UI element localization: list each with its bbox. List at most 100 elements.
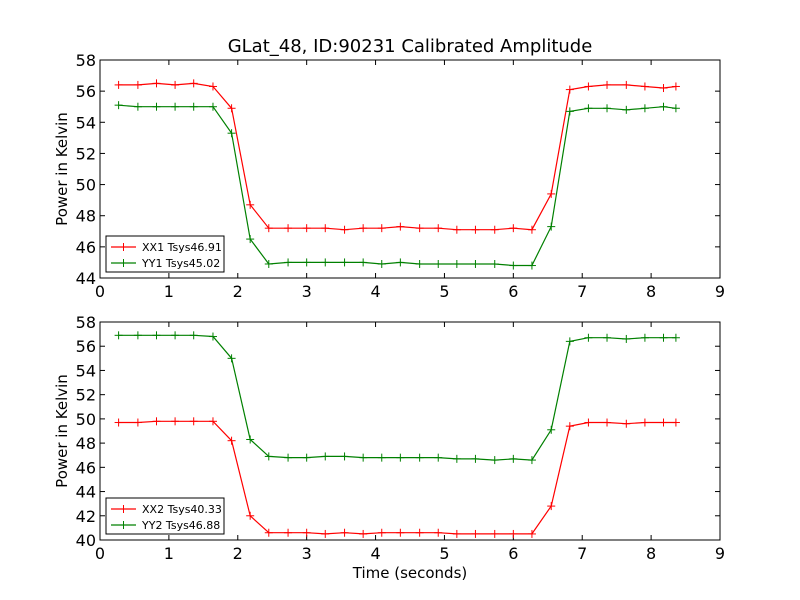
data-point — [640, 418, 649, 427]
legend-box — [105, 235, 225, 273]
data-point — [377, 259, 386, 268]
data-point — [434, 224, 443, 233]
data-point — [264, 528, 273, 537]
data-point — [133, 80, 142, 89]
data-point — [415, 259, 424, 268]
data-point — [264, 452, 273, 461]
data-point — [284, 258, 293, 267]
series-2 — [114, 331, 680, 465]
y-tick-label: 58 — [76, 313, 96, 332]
data-point — [547, 222, 556, 231]
data-point — [640, 104, 649, 113]
data-point — [452, 259, 461, 268]
chart-title: GLat_48, ID:90231 Calibrated Amplitude — [228, 36, 593, 57]
data-point — [509, 454, 518, 463]
data-point — [671, 82, 680, 91]
y-tick-label: 46 — [76, 238, 96, 257]
x-tick-label: 5 — [439, 544, 449, 563]
data-point — [603, 333, 612, 342]
data-point — [434, 528, 443, 537]
data-point — [246, 200, 255, 209]
data-point — [359, 258, 368, 267]
data-point — [490, 225, 499, 234]
x-tick-label: 7 — [577, 544, 587, 563]
x-tick-label: 1 — [164, 282, 174, 301]
data-point — [452, 225, 461, 234]
y-tick-label: 46 — [76, 458, 96, 477]
y-tick-label: 50 — [76, 410, 96, 429]
data-point — [340, 528, 349, 537]
x-tick-label: 9 — [715, 282, 725, 301]
data-point — [671, 333, 680, 342]
axes-frame — [99, 59, 721, 279]
data-point — [603, 418, 612, 427]
data-point — [396, 222, 405, 231]
data-point — [527, 261, 536, 270]
data-point — [321, 224, 330, 233]
data-point — [246, 235, 255, 244]
data-point — [152, 102, 161, 111]
data-point — [171, 80, 180, 89]
y-axis-label: Power in Kelvin — [53, 374, 71, 488]
y-tick-label: 56 — [76, 82, 96, 101]
data-point — [246, 435, 255, 444]
data-point — [490, 529, 499, 538]
y-axis-label: Power in Kelvin — [53, 112, 71, 226]
data-point — [264, 224, 273, 233]
data-point — [547, 502, 556, 511]
data-point — [622, 105, 631, 114]
x-tick-label: 1 — [164, 544, 174, 563]
data-point — [227, 104, 236, 113]
data-point — [302, 258, 311, 267]
x-tick-label: 5 — [439, 282, 449, 301]
x-tick-label: 3 — [302, 544, 312, 563]
data-point — [490, 456, 499, 465]
data-point — [114, 418, 123, 427]
data-point — [114, 331, 123, 340]
data-point — [152, 417, 161, 426]
data-point — [189, 79, 198, 88]
data-point — [264, 259, 273, 268]
x-tick-label: 8 — [646, 544, 656, 563]
data-point — [208, 417, 217, 426]
data-point — [396, 258, 405, 267]
data-point — [415, 528, 424, 537]
x-tick-label: 4 — [370, 544, 380, 563]
data-point — [659, 333, 668, 342]
data-point — [246, 511, 255, 520]
x-tick-label: 0 — [95, 544, 105, 563]
data-point — [547, 425, 556, 434]
data-point — [565, 337, 574, 346]
legend: XX2 Tsys40.33 YY2 Tsys46.88 — [105, 497, 225, 535]
data-point — [471, 259, 480, 268]
x-tick-label: 4 — [370, 282, 380, 301]
data-point — [396, 453, 405, 462]
data-point — [671, 104, 680, 113]
data-point — [377, 224, 386, 233]
legend: XX1 Tsys46.91 YY1 Tsys45.02 — [105, 235, 225, 273]
data-point — [302, 224, 311, 233]
y-tick-label: 52 — [76, 386, 96, 405]
data-point — [527, 225, 536, 234]
data-point — [640, 333, 649, 342]
y-tick-label: 54 — [76, 361, 96, 380]
data-point — [509, 261, 518, 270]
data-point — [671, 418, 680, 427]
legend-entry: XX2 Tsys40.33 — [142, 503, 222, 516]
data-point — [396, 528, 405, 537]
data-point — [659, 84, 668, 93]
data-point — [584, 82, 593, 91]
series-1 — [114, 417, 680, 538]
data-point — [640, 82, 649, 91]
legend-box — [105, 497, 225, 535]
data-point — [547, 189, 556, 198]
data-point — [603, 104, 612, 113]
data-point — [340, 225, 349, 234]
data-point — [622, 80, 631, 89]
data-point — [622, 334, 631, 343]
data-point — [584, 333, 593, 342]
data-point — [114, 101, 123, 110]
